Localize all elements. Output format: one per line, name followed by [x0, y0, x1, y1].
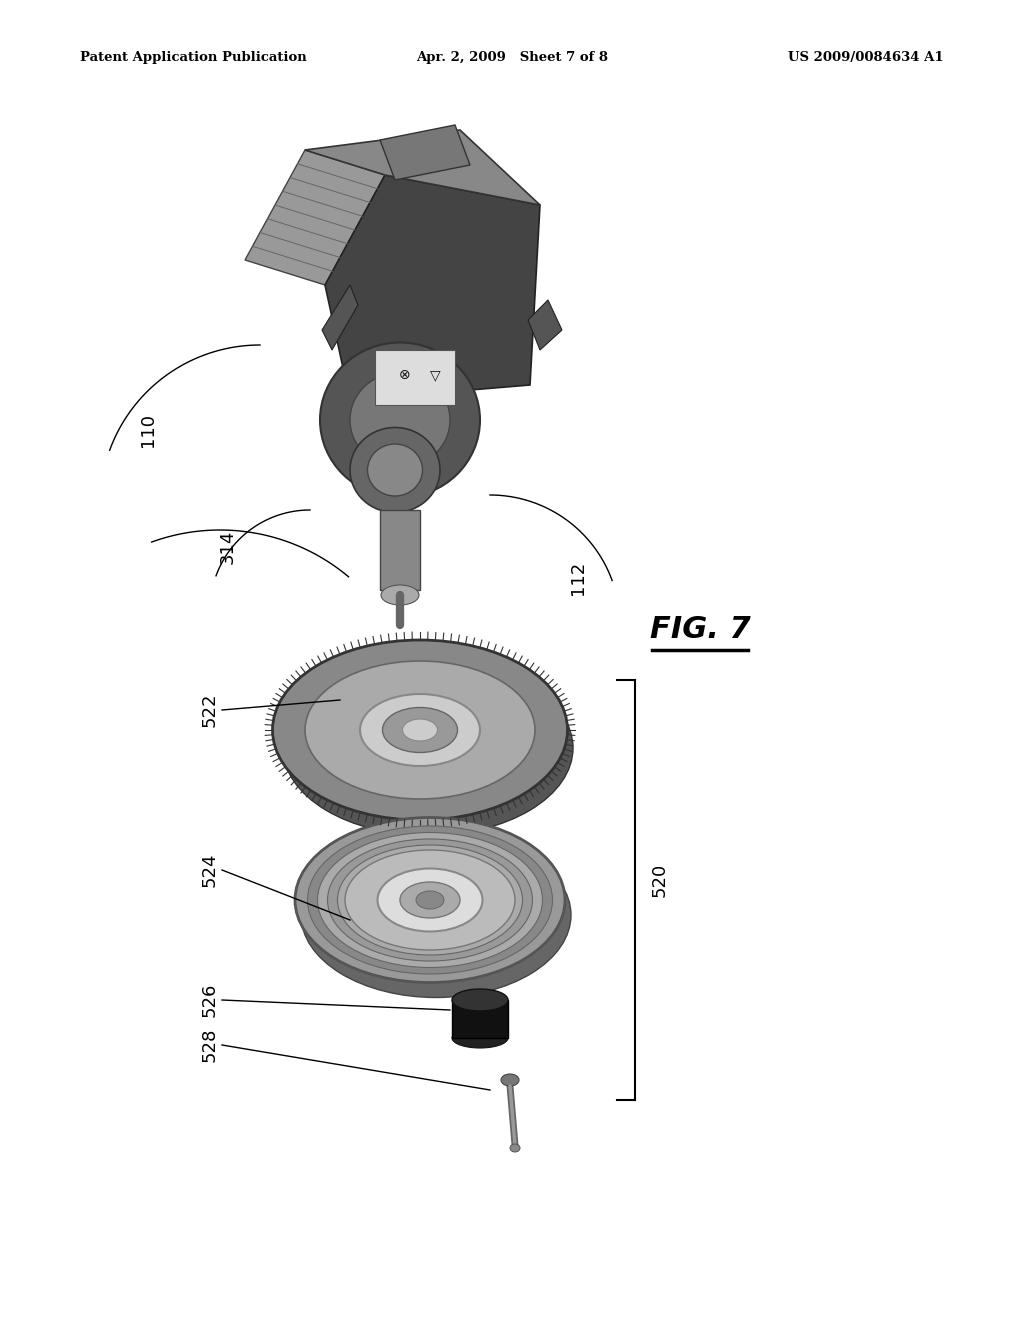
- Text: 110: 110: [139, 413, 157, 447]
- Ellipse shape: [350, 428, 440, 512]
- Polygon shape: [325, 176, 540, 400]
- Ellipse shape: [381, 585, 419, 605]
- Text: 314: 314: [219, 529, 237, 564]
- FancyBboxPatch shape: [452, 1001, 508, 1038]
- Ellipse shape: [501, 1074, 519, 1086]
- Text: 520: 520: [651, 863, 669, 898]
- Ellipse shape: [328, 840, 532, 961]
- Ellipse shape: [402, 719, 437, 741]
- Text: 524: 524: [201, 853, 219, 887]
- Text: Apr. 2, 2009   Sheet 7 of 8: Apr. 2, 2009 Sheet 7 of 8: [416, 51, 608, 65]
- Ellipse shape: [319, 342, 480, 498]
- Ellipse shape: [378, 869, 482, 932]
- Ellipse shape: [350, 372, 450, 467]
- Ellipse shape: [317, 833, 543, 968]
- Ellipse shape: [360, 694, 480, 766]
- Text: ▽: ▽: [430, 368, 440, 381]
- Ellipse shape: [452, 989, 508, 1011]
- Text: 112: 112: [569, 561, 587, 595]
- Ellipse shape: [305, 661, 535, 799]
- Ellipse shape: [400, 882, 460, 917]
- Polygon shape: [245, 150, 385, 285]
- Polygon shape: [322, 285, 358, 350]
- Text: FIG. 7: FIG. 7: [649, 615, 751, 644]
- FancyBboxPatch shape: [375, 350, 455, 405]
- Ellipse shape: [283, 660, 573, 836]
- Text: Patent Application Publication: Patent Application Publication: [80, 51, 307, 65]
- FancyBboxPatch shape: [380, 510, 420, 590]
- Ellipse shape: [272, 640, 567, 820]
- Ellipse shape: [368, 444, 423, 496]
- Ellipse shape: [452, 1028, 508, 1048]
- Text: 528: 528: [201, 1028, 219, 1063]
- Ellipse shape: [301, 833, 571, 998]
- Text: ⊗: ⊗: [399, 368, 411, 381]
- Ellipse shape: [416, 891, 444, 909]
- Text: US 2009/0084634 A1: US 2009/0084634 A1: [788, 51, 944, 65]
- Ellipse shape: [338, 845, 522, 954]
- Text: 522: 522: [201, 693, 219, 727]
- Polygon shape: [380, 125, 470, 180]
- Ellipse shape: [345, 850, 515, 950]
- Ellipse shape: [295, 817, 565, 982]
- Polygon shape: [305, 129, 540, 205]
- Text: 526: 526: [201, 983, 219, 1018]
- Ellipse shape: [383, 708, 458, 752]
- Polygon shape: [528, 300, 562, 350]
- Ellipse shape: [510, 1144, 520, 1152]
- Ellipse shape: [307, 826, 553, 974]
